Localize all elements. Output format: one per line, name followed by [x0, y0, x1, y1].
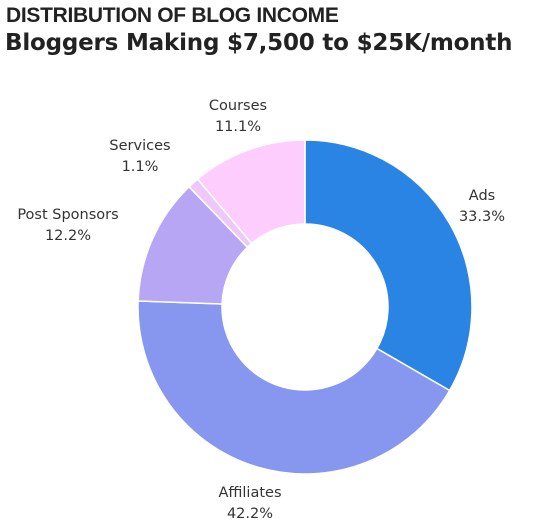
slice-labels: Ads 33.3% Affiliates 42.2% Post Sponsors 12.2…: [17, 98, 505, 522]
slice-label: Post Sponsors: [17, 207, 118, 223]
slice-courses: [196, 139, 306, 245]
slice-ads: [304, 139, 473, 392]
slice-label: Courses: [209, 98, 267, 114]
slice-label: Services: [109, 138, 170, 154]
slice-value-label: 42.2%: [227, 506, 273, 522]
slice-value-label: 12.2%: [45, 228, 91, 244]
donut-slices: [137, 139, 473, 475]
slice-value-label: 1.1%: [122, 159, 159, 175]
slice-value-label: 11.1%: [215, 119, 261, 135]
slice-label: Affiliates: [218, 485, 281, 501]
slice-value-label: 33.3%: [459, 209, 505, 225]
slice-affiliates: [137, 300, 451, 475]
chart-subtitle: Bloggers Making $7,500 to $25K/month: [5, 30, 513, 56]
chart-title: DISTRIBUTION OF BLOG INCOME: [6, 4, 339, 27]
slice-label: Ads: [469, 188, 495, 204]
